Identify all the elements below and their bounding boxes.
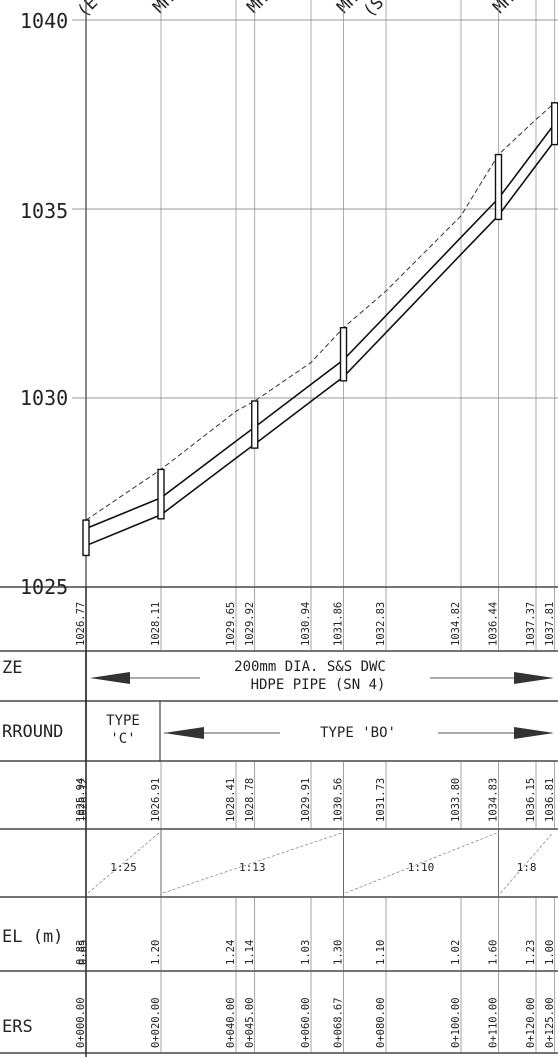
table-cell-value: 1033.80 xyxy=(450,778,462,822)
manhole-symbol xyxy=(251,400,259,449)
gradient-label: 1:10 xyxy=(408,861,435,874)
table-cell-value: 1037.37 xyxy=(525,602,537,646)
table-cell-value: 0.65 xyxy=(77,940,89,965)
table-cell-value: 1036.81 xyxy=(544,778,556,822)
row-label-cover: EL (m) xyxy=(2,927,63,947)
elevation-label-1040: 1040 xyxy=(20,9,68,33)
table-cell-value: 1034.83 xyxy=(488,778,500,822)
table-cell-value: 1025.94 xyxy=(75,778,87,822)
surround-arrow-right xyxy=(514,727,554,739)
table-cell-value: 1031.86 xyxy=(333,602,345,646)
table-cell-value: 1034.82 xyxy=(450,602,462,646)
table-cell-value: 0.83 xyxy=(75,940,87,965)
surround-type-bo: TYPE 'BO' xyxy=(320,725,396,741)
table-cell-value: 1.00 xyxy=(544,940,556,965)
table-cell-value: 1.14 xyxy=(244,940,256,965)
table-cell-value: 1.02 xyxy=(450,940,462,965)
surround-type-c-line2: 'C' xyxy=(110,731,135,747)
table-cell-value: 0+110.00 xyxy=(488,997,500,1048)
gradient-line xyxy=(162,832,342,894)
data-table: 1026.77 1028.11 1029.65 1029.92 1030.94 1031.… xyxy=(0,586,558,1054)
table-cell-value: 0+100.00 xyxy=(450,997,462,1048)
profile-lines xyxy=(82,102,558,557)
table-cell-value: 1029.65 xyxy=(225,602,237,646)
manhole-symbol xyxy=(494,153,503,221)
table-cell-value: 1036.44 xyxy=(488,602,500,646)
table-cell-value: 1.20 xyxy=(150,940,162,965)
gradient-line xyxy=(500,832,553,894)
table-cell-value: 1032.83 xyxy=(375,602,387,646)
gradient-line xyxy=(345,832,497,894)
manhole-label: MH xyxy=(243,0,272,18)
pipe-arrow-right xyxy=(514,672,554,684)
table-cell-value: 1037.81 xyxy=(544,602,556,646)
table-cell-value: 0+125.00 xyxy=(544,997,556,1048)
manhole-label: MH xyxy=(149,0,178,18)
table-cell-value: 1030.56 xyxy=(333,778,345,822)
table-cell-value: 0+000.00 xyxy=(75,997,87,1048)
table-cell-value: 1036.15 xyxy=(525,778,537,822)
manhole-symbol xyxy=(339,326,348,382)
elevation-label-1035: 1035 xyxy=(20,199,68,223)
pipe-crown-line xyxy=(85,123,556,535)
pipe-invert-line xyxy=(85,140,556,552)
table-cell-value: 1.60 xyxy=(488,940,500,965)
table-cell-value: 1028.11 xyxy=(150,602,162,646)
table-cell-value: 1.23 xyxy=(525,940,537,965)
gradient-label: 1:13 xyxy=(239,861,266,874)
table-cell-value: 1.03 xyxy=(300,940,312,965)
table-cell-value: 1031.73 xyxy=(375,778,387,822)
pipe-description-line2: HDPE PIPE (SN 4) xyxy=(251,677,386,693)
manhole-symbol xyxy=(82,519,90,557)
row-label-pipe-size: ZE xyxy=(2,658,22,678)
table-cell-value: 1026.91 xyxy=(150,778,162,822)
gradient-label: 1:8 xyxy=(517,861,537,874)
table-cell-value: 1029.92 xyxy=(244,602,256,646)
table-cell-value: 1026.77 xyxy=(75,602,87,646)
table-cell-value: 1.10 xyxy=(375,940,387,965)
pipe-arrow-left xyxy=(90,672,130,684)
manhole-label: MH xyxy=(489,0,518,18)
manhole-symbol xyxy=(551,102,558,146)
manhole-label: (S xyxy=(359,0,388,22)
manhole-labels: (E MH MH MH (S MH xyxy=(73,0,518,22)
table-cell-value: 1.30 xyxy=(333,940,345,965)
table-cell-value: 0+045.00 xyxy=(244,997,256,1048)
manhole-label: MH xyxy=(333,0,362,18)
table-cell-value: 0+080.00 xyxy=(375,997,387,1048)
table-cell-value: 0+120.00 xyxy=(525,997,537,1048)
table-cell-value: 1030.94 xyxy=(300,602,312,646)
gradient-line xyxy=(87,832,160,894)
manhole-label: (E xyxy=(73,0,102,22)
elevation-label-1030: 1030 xyxy=(20,386,68,410)
surround-type-c-line1: TYPE xyxy=(106,713,140,729)
profile-grid xyxy=(72,0,558,1057)
row-label-surround: RROUND xyxy=(2,722,63,742)
table-cell-value: 1028.41 xyxy=(225,778,237,822)
table-cell-value: 0+060.00 xyxy=(300,997,312,1048)
surround-arrow-left xyxy=(164,727,204,739)
table-cell-value: 1026.12 xyxy=(77,778,89,822)
ground-line xyxy=(85,102,556,521)
manhole-symbol xyxy=(157,468,165,520)
table-cell-value: 1028.78 xyxy=(244,778,256,822)
gradient-label: 1:25 xyxy=(110,861,137,874)
row-label-chainage: ERS xyxy=(2,1017,33,1037)
table-cell-value: 0+068.67 xyxy=(333,997,345,1048)
table-cell-value: 1.24 xyxy=(225,940,237,965)
table-cell-value: 0+040.00 xyxy=(225,997,237,1048)
table-cell-value: 0+020.00 xyxy=(150,997,162,1048)
table-cell-value: 1029.91 xyxy=(300,778,312,822)
pipe-description-line1: 200mm DIA. S&S DWC xyxy=(234,659,386,675)
